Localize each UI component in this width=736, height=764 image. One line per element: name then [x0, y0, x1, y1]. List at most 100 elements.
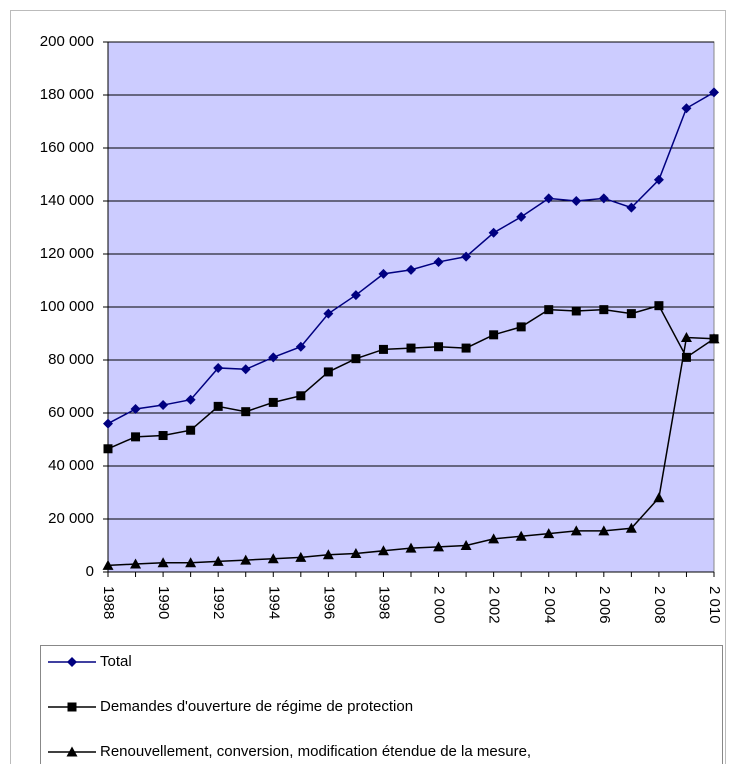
- y-tick-label: 100 000: [40, 298, 94, 315]
- x-tick-label: 2 006: [596, 586, 613, 624]
- marker: [185, 394, 196, 405]
- marker: [488, 227, 499, 238]
- y-tick-label: 20 000: [48, 510, 94, 527]
- marker: [268, 352, 279, 363]
- marker: [544, 305, 554, 315]
- marker: [598, 193, 609, 204]
- marker: [406, 343, 416, 353]
- marker: [130, 558, 142, 569]
- marker: [185, 557, 197, 568]
- y-tick-label: 160 000: [40, 139, 94, 156]
- chart-frame: [10, 10, 726, 764]
- marker: [433, 541, 445, 552]
- marker: [460, 540, 472, 550]
- x-tick-label: 1998: [375, 586, 392, 619]
- legend-marker: [67, 657, 77, 667]
- marker: [543, 193, 554, 204]
- marker: [323, 308, 334, 319]
- x-tick-label: 1996: [320, 586, 337, 619]
- marker: [295, 551, 307, 562]
- marker: [157, 557, 169, 568]
- marker: [378, 344, 388, 354]
- marker: [186, 425, 196, 435]
- marker: [543, 528, 555, 539]
- legend-label: Demandes d'ouverture de régime de protec…: [100, 698, 413, 715]
- marker: [681, 103, 692, 114]
- legend-marker: [66, 746, 78, 757]
- marker: [240, 554, 252, 565]
- marker: [158, 431, 168, 441]
- legend: [40, 645, 723, 764]
- y-tick-label: 0: [86, 563, 94, 580]
- marker: [626, 202, 637, 213]
- marker: [654, 301, 664, 311]
- marker: [571, 196, 582, 206]
- marker: [267, 553, 279, 564]
- x-tick-label: 1990: [155, 586, 172, 619]
- x-tick-label: 2 004: [541, 586, 558, 624]
- marker: [103, 444, 113, 454]
- marker: [516, 322, 526, 332]
- marker: [516, 211, 527, 222]
- marker: [626, 309, 636, 319]
- y-tick-label: 80 000: [48, 351, 94, 368]
- marker: [461, 343, 471, 353]
- y-tick-label: 40 000: [48, 457, 94, 474]
- marker: [598, 525, 610, 536]
- x-tick-label: 2 002: [486, 586, 503, 624]
- marker: [405, 542, 417, 553]
- legend-marker: [67, 702, 77, 712]
- marker: [433, 256, 444, 267]
- x-tick-label: 2 000: [431, 586, 448, 624]
- marker: [571, 306, 581, 316]
- x-tick-label: 1992: [210, 586, 227, 619]
- marker: [681, 352, 691, 362]
- marker: [241, 407, 251, 417]
- marker: [377, 545, 389, 556]
- y-tick-label: 180 000: [40, 86, 94, 103]
- marker: [296, 391, 306, 401]
- marker: [599, 305, 609, 315]
- y-tick-label: 140 000: [40, 192, 94, 209]
- y-tick-label: 120 000: [40, 245, 94, 262]
- marker: [378, 268, 389, 279]
- x-tick-label: 1988: [100, 586, 117, 619]
- marker: [323, 367, 333, 377]
- marker: [653, 492, 665, 503]
- marker: [240, 364, 251, 375]
- marker: [130, 404, 141, 415]
- legend-label: Renouvellement, conversion, modification…: [100, 743, 531, 760]
- x-tick-label: 2 010: [706, 586, 723, 624]
- marker: [350, 547, 362, 558]
- y-tick-label: 60 000: [48, 404, 94, 421]
- marker: [708, 333, 720, 344]
- marker: [680, 331, 692, 342]
- legend-label: Total: [100, 653, 132, 670]
- marker: [213, 401, 223, 411]
- marker: [488, 533, 500, 544]
- x-tick-label: 2 008: [651, 586, 668, 624]
- marker: [131, 432, 141, 442]
- marker: [102, 559, 114, 570]
- marker: [570, 525, 582, 536]
- marker: [158, 400, 169, 411]
- marker: [406, 264, 416, 275]
- marker: [322, 549, 334, 560]
- marker: [434, 342, 444, 352]
- marker: [350, 290, 361, 301]
- marker: [103, 418, 113, 429]
- marker: [515, 530, 527, 541]
- marker: [213, 362, 224, 373]
- marker: [489, 330, 499, 340]
- marker: [268, 397, 278, 407]
- marker: [625, 522, 637, 533]
- marker: [212, 555, 224, 566]
- marker: [295, 341, 306, 352]
- marker: [653, 174, 664, 185]
- x-tick-label: 1994: [265, 586, 282, 619]
- marker: [709, 87, 719, 98]
- y-tick-label: 200 000: [40, 33, 94, 50]
- marker: [461, 251, 472, 262]
- marker: [351, 354, 361, 364]
